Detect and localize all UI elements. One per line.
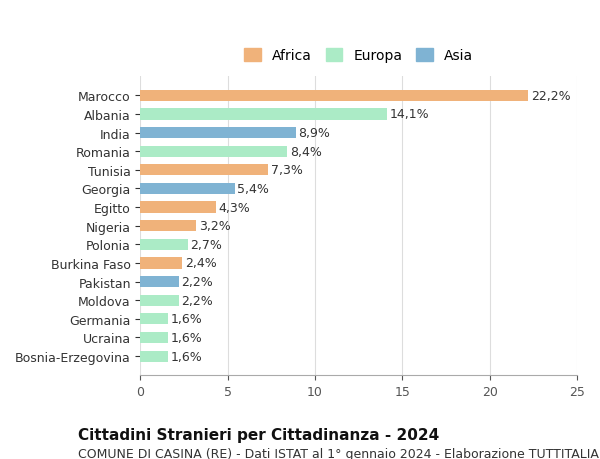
Bar xyxy=(140,295,179,306)
Text: 8,9%: 8,9% xyxy=(299,127,331,140)
Bar xyxy=(140,146,287,157)
Text: 7,3%: 7,3% xyxy=(271,164,302,177)
Text: 4,3%: 4,3% xyxy=(218,201,250,214)
Bar xyxy=(140,128,296,139)
Text: 2,2%: 2,2% xyxy=(182,275,213,288)
Text: 2,7%: 2,7% xyxy=(190,238,222,251)
Text: 3,2%: 3,2% xyxy=(199,220,231,233)
Text: 14,1%: 14,1% xyxy=(389,108,429,121)
Bar xyxy=(140,202,215,213)
Text: 8,4%: 8,4% xyxy=(290,146,322,158)
Bar xyxy=(140,351,169,362)
Text: 2,2%: 2,2% xyxy=(182,294,213,307)
Bar xyxy=(140,165,268,176)
Bar xyxy=(140,239,188,250)
Bar xyxy=(140,184,235,195)
Text: 1,6%: 1,6% xyxy=(171,350,203,363)
Bar xyxy=(140,332,169,343)
Bar xyxy=(140,313,169,325)
Text: COMUNE DI CASINA (RE) - Dati ISTAT al 1° gennaio 2024 - Elaborazione TUTTITALIA.: COMUNE DI CASINA (RE) - Dati ISTAT al 1°… xyxy=(78,448,600,459)
Bar xyxy=(140,258,182,269)
Text: 1,6%: 1,6% xyxy=(171,331,203,344)
Legend: Africa, Europa, Asia: Africa, Europa, Asia xyxy=(240,45,478,67)
Bar xyxy=(140,276,179,287)
Bar xyxy=(140,90,528,101)
Bar xyxy=(140,109,387,120)
Text: 1,6%: 1,6% xyxy=(171,313,203,325)
Text: 5,4%: 5,4% xyxy=(238,183,269,196)
Text: 2,4%: 2,4% xyxy=(185,257,217,270)
Text: Cittadini Stranieri per Cittadinanza - 2024: Cittadini Stranieri per Cittadinanza - 2… xyxy=(78,427,439,442)
Text: 22,2%: 22,2% xyxy=(531,90,571,102)
Bar xyxy=(140,221,196,232)
